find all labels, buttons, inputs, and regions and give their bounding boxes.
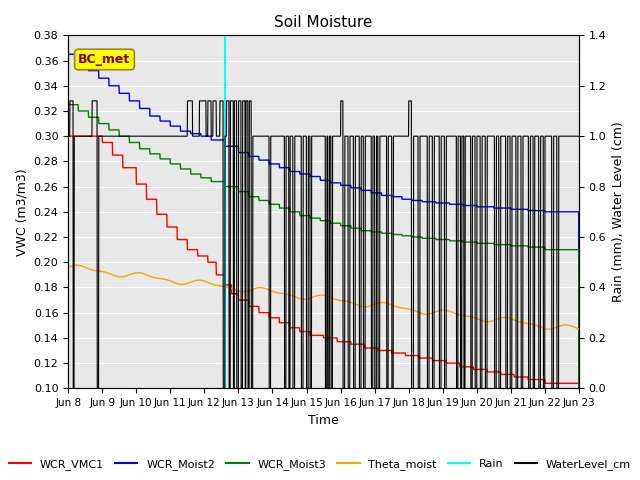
Theta_moist: [575, 326, 583, 332]
Theta_moist: [64, 264, 72, 270]
Theta_moist: [561, 322, 568, 328]
Line: WCR_VMC1: WCR_VMC1: [68, 136, 579, 480]
Theta_moist: [561, 322, 568, 328]
WaterLevel_cm: [300, 133, 307, 139]
WCR_VMC1: [299, 329, 307, 335]
Theta_moist: [91, 267, 99, 273]
WCR_Moist3: [299, 213, 307, 218]
X-axis label: Time: Time: [308, 414, 339, 427]
WaterLevel_cm: [64, 133, 72, 139]
Title: Soil Moisture: Soil Moisture: [275, 15, 372, 30]
WaterLevel_cm: [561, 133, 568, 139]
WaterLevel_cm: [467, 385, 475, 391]
Theta_moist: [300, 296, 307, 302]
Y-axis label: Rain (mm), Water Level (cm): Rain (mm), Water Level (cm): [612, 121, 625, 302]
WaterLevel_cm: [561, 133, 568, 139]
Line: WCR_Moist2: WCR_Moist2: [68, 54, 579, 480]
Line: WCR_Moist3: WCR_Moist3: [68, 105, 579, 480]
Theta_moist: [467, 314, 474, 320]
Line: Theta_moist: Theta_moist: [68, 265, 579, 329]
Legend: WCR_VMC1, WCR_Moist2, WCR_Moist3, Theta_moist, Rain, WaterLevel_cm: WCR_VMC1, WCR_Moist2, WCR_Moist3, Theta_…: [4, 455, 636, 474]
WaterLevel_cm: [91, 98, 99, 104]
Theta_moist: [313, 293, 321, 299]
WCR_Moist2: [560, 209, 568, 215]
WCR_Moist2: [299, 171, 307, 177]
WCR_Moist3: [467, 239, 474, 245]
WaterLevel_cm: [66, 98, 74, 104]
Theta_moist: [545, 326, 553, 332]
WaterLevel_cm: [575, 133, 583, 139]
WCR_Moist3: [313, 215, 321, 221]
Line: WaterLevel_cm: WaterLevel_cm: [68, 101, 579, 388]
WCR_VMC1: [64, 133, 72, 139]
WCR_Moist2: [313, 174, 321, 180]
WCR_VMC1: [313, 333, 321, 338]
WCR_VMC1: [90, 133, 98, 139]
WCR_Moist2: [560, 209, 568, 215]
Y-axis label: VWC (m3/m3): VWC (m3/m3): [15, 168, 28, 256]
WCR_Moist3: [90, 114, 98, 120]
Theta_moist: [73, 262, 81, 268]
WCR_VMC1: [560, 380, 568, 386]
Text: BC_met: BC_met: [78, 53, 131, 66]
WCR_Moist3: [560, 247, 568, 252]
WCR_Moist3: [560, 247, 568, 252]
WCR_VMC1: [467, 364, 474, 370]
WaterLevel_cm: [69, 385, 77, 391]
WCR_Moist2: [64, 51, 72, 57]
WaterLevel_cm: [313, 133, 321, 139]
WCR_Moist2: [90, 68, 98, 73]
WCR_Moist3: [64, 102, 72, 108]
WCR_VMC1: [560, 380, 568, 386]
WCR_Moist2: [467, 203, 474, 208]
